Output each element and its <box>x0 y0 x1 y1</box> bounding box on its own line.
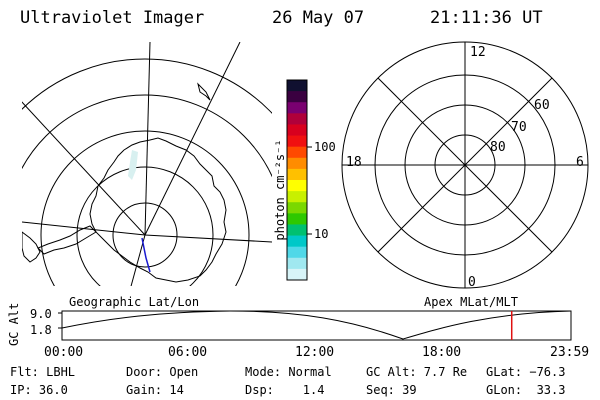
geo-lat-ring <box>112 202 178 268</box>
timeline-x-tick-label: 23:59 <box>550 345 590 360</box>
geo-lat-ring <box>22 58 272 114</box>
timeline-x-tick-label: 12:00 <box>295 345 335 360</box>
instrument-title: Ultraviolet Imager <box>20 8 205 28</box>
colorbar-segment <box>287 146 307 159</box>
coastline-africa <box>197 82 211 101</box>
colorbar-segment <box>287 168 307 181</box>
info-mode: Mode: Normal <box>245 365 332 379</box>
timeline-axis-label: GC Alt <box>7 302 21 346</box>
colorbar-segment <box>287 124 307 137</box>
colorbar-tick-label-100: 100 <box>314 140 336 154</box>
gc-alt-curve <box>61 310 572 340</box>
colorbar-segment <box>287 202 307 214</box>
geo-meridian <box>144 234 272 243</box>
colorbar-frame <box>286 79 308 281</box>
mlt-diagonal <box>377 77 553 253</box>
mlt-label-18: 18 <box>346 155 362 170</box>
colorbar <box>287 80 307 281</box>
colorbar-segment <box>287 191 307 203</box>
geo-lat-ring <box>76 166 214 286</box>
colorbar-segment <box>287 268 307 281</box>
colorbar-segment <box>287 113 307 125</box>
mlat-label-70: 70 <box>511 120 527 135</box>
colorbar-segment <box>287 102 307 114</box>
geo-meridian <box>144 42 151 236</box>
geographic-label: Geographic Lat/Lon <box>69 295 200 309</box>
info-filter: Flt: LBHL <box>10 365 76 379</box>
colorbar-segment <box>287 235 307 248</box>
timeline-x-tick-label: 00:00 <box>44 345 84 360</box>
geo-lat-ring <box>22 94 272 178</box>
auroral-glow <box>128 150 138 180</box>
colorbar-segment <box>287 91 307 103</box>
mlt-label-0: 0 <box>468 275 476 290</box>
time-label: 21:11:36 UT <box>430 8 543 28</box>
timeline-y-tick-label-bottom: 1.8 <box>30 323 52 337</box>
coastline-peninsula <box>37 225 97 255</box>
timeline-y-tick-label-top: 9.0 <box>30 307 52 321</box>
apex-label: Apex MLat/MLT <box>424 295 518 309</box>
info-gain: Gain: 14 <box>126 383 184 397</box>
colorbar-segment <box>287 135 307 148</box>
mlt-label-6: 6 <box>576 155 584 170</box>
geo-meridian <box>22 101 146 236</box>
geo-lat-ring <box>40 130 250 286</box>
colorbar-unit-label: photon cm⁻²s⁻¹ <box>273 139 287 241</box>
info-seq: Seq: 39 <box>366 383 417 397</box>
colorbar-segment <box>287 224 307 237</box>
mlat-label-60: 60 <box>534 98 550 113</box>
apex-polar-grid <box>341 41 589 289</box>
info-door: Door: Open <box>126 365 199 379</box>
colorbar-segment <box>287 246 307 259</box>
geo-meridian <box>144 42 241 236</box>
timeline-x-tick-label: 06:00 <box>168 345 208 360</box>
colorbar-tick-label-10: 10 <box>314 227 329 241</box>
footprint-track <box>141 237 151 273</box>
mlt-label-12: 12 <box>470 45 486 60</box>
mlat-label-80: 80 <box>490 140 506 155</box>
timeline-frame <box>61 310 572 341</box>
colorbar-segment <box>287 157 307 170</box>
info-glon: GLon: 33.3 <box>486 383 566 397</box>
info-glat: GLat: −76.3 <box>486 365 566 379</box>
colorbar-segment <box>287 213 307 225</box>
info-ip: IP: 36.0 <box>10 383 68 397</box>
colorbar-segment <box>287 180 307 192</box>
timeline-x-tick-label: 18:00 <box>422 345 462 360</box>
info-dsp: Dsp: 1.4 <box>245 383 325 397</box>
date-label: 26 May 07 <box>272 8 365 28</box>
coastline-south-america <box>22 231 41 263</box>
colorbar-segment <box>287 80 307 92</box>
info-gc-alt: GC Alt: 7.7 Re <box>366 365 468 379</box>
geographic-map <box>22 42 272 286</box>
timeline-plot <box>58 310 572 341</box>
colorbar-segment <box>287 257 307 270</box>
coastline-antarctica <box>89 137 227 283</box>
